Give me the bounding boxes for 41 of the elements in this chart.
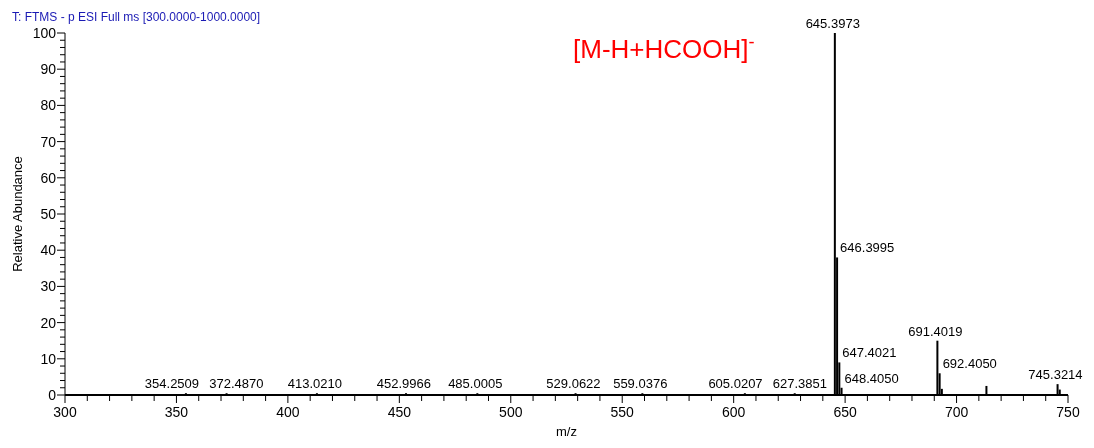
- y-tick-label: 30: [40, 278, 57, 295]
- annotation: 691.4019: [908, 323, 963, 339]
- annotation: 645.3973: [805, 16, 860, 31]
- y-tick-label: 90: [40, 61, 57, 78]
- x-tick-label: 750: [1056, 404, 1080, 420]
- y-tick-label: 40: [40, 242, 57, 259]
- annotation: 745.3214: [1028, 367, 1083, 383]
- y-tick-label: 100: [32, 24, 57, 41]
- annotation: 485.0005: [448, 376, 503, 392]
- annotation: 605.0207: [708, 376, 763, 392]
- y-tick-label: 80: [40, 97, 57, 114]
- x-tick-label: 450: [387, 404, 412, 420]
- annotation: [M-H+HCOOH]$^{-}$: [573, 32, 755, 64]
- annotation: 648.4050: [844, 370, 899, 386]
- x-axis-title: m/z: [556, 424, 577, 439]
- annotation: 413.0210: [287, 376, 342, 392]
- x-tick-label: 550: [610, 404, 635, 420]
- annotation: 647.4021: [842, 345, 897, 361]
- annotation: 627.3851: [772, 376, 828, 392]
- annotation: 692.4050: [942, 356, 997, 372]
- x-tick-label: 350: [164, 404, 189, 420]
- annotation: 372.4870: [209, 376, 264, 392]
- y-tick-label: 20: [40, 314, 57, 331]
- annotation: 529.0622: [546, 376, 601, 392]
- y-axis-title: Relative Abundance: [10, 156, 25, 272]
- y-tick-label: 70: [40, 133, 57, 150]
- annotation: 559.0376: [613, 376, 668, 392]
- annotation: 354.2509: [144, 376, 200, 392]
- x-tick-label: 650: [833, 404, 857, 420]
- annotation: 646.3995: [840, 240, 895, 256]
- y-tick-label: 10: [40, 350, 57, 367]
- x-tick-label: 400: [276, 404, 300, 420]
- y-tick-label: 50: [40, 205, 57, 222]
- chart-title: T: FTMS - p ESI Full ms [300.0000-1000.0000]: [12, 10, 261, 24]
- x-tick-label: 600: [721, 404, 746, 420]
- x-tick-label: 700: [944, 404, 969, 420]
- x-tick-label: 500: [499, 404, 523, 420]
- y-tick-label: 0: [48, 386, 57, 403]
- annotation: 452.9966: [376, 376, 432, 392]
- y-tick-label: 60: [40, 169, 57, 186]
- x-tick-label: 300: [53, 404, 77, 420]
